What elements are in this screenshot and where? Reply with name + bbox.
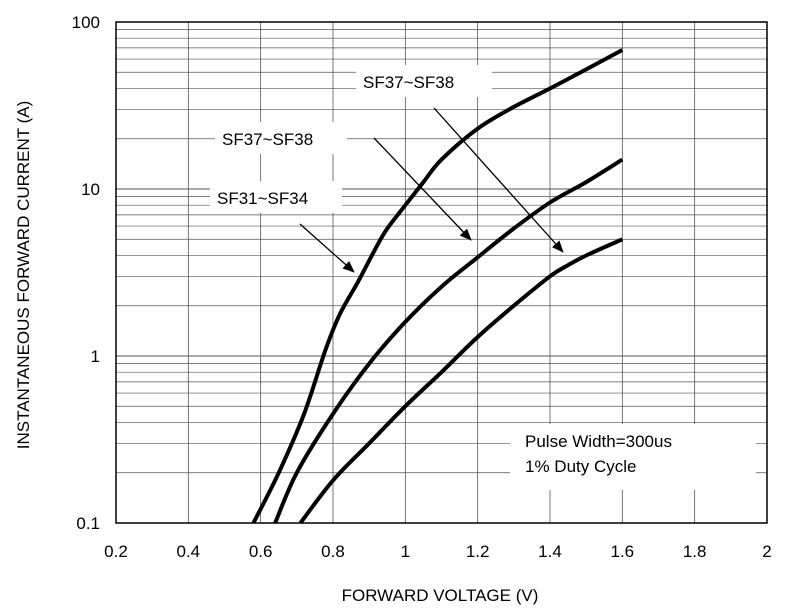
series-line-1 [251,48,624,524]
curves [251,48,624,525]
x-tick-label: 1.2 [466,542,490,561]
y-tick-labels: 0.1 1 10 100 [72,13,100,533]
label-sf31-sf34-text: SF31~SF34 [217,189,308,208]
y-axis-label: INSTANTANEOUS FORWARD CURRENT (A) [14,101,33,450]
series-line-3 [298,237,624,525]
note-box: Pulse Width=300us 1% Duty Cycle [510,424,756,490]
note-duty-cycle: 1% Duty Cycle [525,457,636,476]
label-sf37-sf38-text: SF37~SF38 [222,130,313,149]
series-line-2 [273,157,624,524]
label-sf35-sf36-text: SF37~SF38 [363,73,454,92]
x-tick-label: 0.4 [177,542,201,561]
x-tick-label: 1.8 [683,542,707,561]
y-tick-label: 0.1 [76,514,100,533]
x-tick-label: 2 [762,542,771,561]
x-tick-labels: 0.2 0.4 0.6 0.8 1 1.2 1.4 1.6 1.8 2 [104,542,772,561]
label-sf37-sf38: SF37~SF38 [215,122,347,154]
x-axis-label: FORWARD VOLTAGE (V) [342,586,539,605]
y-tick-label: 100 [72,13,100,32]
x-tick-label: 1.6 [611,542,635,561]
x-tick-label: 1 [401,542,410,561]
y-tick-label: 10 [81,180,100,199]
label-sf31-sf34: SF31~SF34 [210,181,342,213]
arrow-sf37-sf38 [373,137,472,241]
label-sf35-sf36: SF37~SF38 [356,65,492,97]
x-tick-label: 0.6 [249,542,273,561]
y-tick-label: 1 [91,347,100,366]
note-pulse-width: Pulse Width=300us [525,432,672,451]
x-tick-label: 0.2 [104,542,128,561]
arrow-sf31-sf34 [299,223,355,273]
plot-frame [115,21,768,524]
x-tick-label: 0.8 [321,542,345,561]
x-tick-label: 1.4 [538,542,562,561]
grid [116,22,767,523]
arrow-sf35-sf36 [433,107,564,253]
